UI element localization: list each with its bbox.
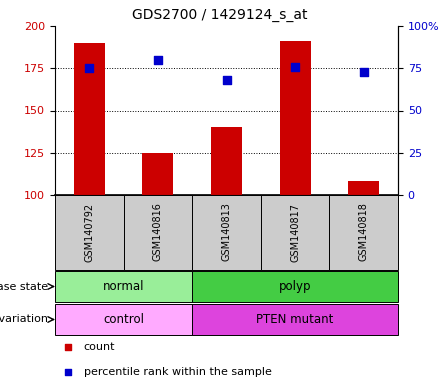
Text: control: control — [103, 313, 144, 326]
Point — [223, 77, 230, 83]
Text: genotype/variation: genotype/variation — [0, 314, 48, 324]
Text: percentile rank within the sample: percentile rank within the sample — [84, 366, 271, 377]
Text: normal: normal — [103, 280, 144, 293]
Text: GDS2700 / 1429124_s_at: GDS2700 / 1429124_s_at — [132, 8, 308, 22]
Point — [65, 369, 72, 375]
Text: disease state: disease state — [0, 281, 48, 291]
Text: GSM140817: GSM140817 — [290, 202, 300, 262]
Point — [65, 344, 72, 349]
Bar — [330, 195, 398, 270]
Point — [360, 69, 367, 75]
Text: count: count — [84, 341, 115, 352]
Text: polyp: polyp — [279, 280, 312, 293]
Bar — [192, 304, 398, 335]
Bar — [211, 127, 242, 195]
Bar — [143, 153, 173, 195]
Bar — [280, 41, 311, 195]
Point — [86, 65, 93, 71]
Bar — [55, 304, 192, 335]
Point — [154, 57, 161, 63]
Text: GSM140818: GSM140818 — [359, 202, 369, 262]
Bar — [192, 195, 261, 270]
Text: PTEN mutant: PTEN mutant — [257, 313, 334, 326]
Bar — [55, 271, 192, 302]
Bar — [74, 43, 105, 195]
Text: GSM140792: GSM140792 — [84, 202, 94, 262]
Point — [292, 63, 299, 70]
Text: GSM140816: GSM140816 — [153, 202, 163, 262]
Bar — [55, 195, 124, 270]
Bar — [261, 195, 330, 270]
Bar — [192, 271, 398, 302]
Text: GSM140813: GSM140813 — [221, 202, 231, 262]
Bar — [348, 182, 379, 195]
Bar — [124, 195, 192, 270]
